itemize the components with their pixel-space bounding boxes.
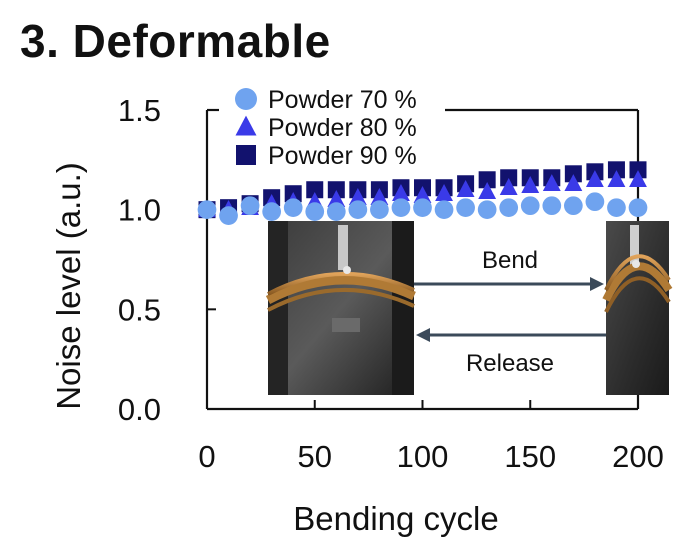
axis-tick-labels: 0 50 100 150 200 0.0 0.5 1.0 1.5 [118, 93, 664, 474]
data-point [499, 198, 519, 218]
data-point [478, 182, 497, 199]
y-tick-label: 1.5 [118, 93, 161, 128]
release-arrow [416, 328, 606, 342]
data-points [197, 161, 648, 225]
legend-marker-square [236, 145, 256, 165]
data-point [478, 171, 496, 189]
data-point [434, 200, 454, 220]
data-point [564, 165, 582, 183]
legend-marker-circle [235, 88, 257, 110]
data-point [542, 174, 561, 192]
data-point [564, 174, 583, 192]
data-point [348, 188, 367, 205]
data-point [240, 196, 260, 216]
x-axis-title: Bending cycle [293, 500, 498, 537]
axis-ticks [206, 109, 639, 410]
data-point [197, 200, 217, 220]
data-point [500, 169, 518, 187]
page-title: 3. Deformable [20, 15, 331, 67]
data-point [370, 188, 389, 205]
data-point [327, 190, 346, 207]
data-point [607, 170, 626, 188]
legend-label: Powder 70 % [268, 86, 417, 114]
data-point [629, 161, 647, 179]
y-tick-label: 0.5 [118, 292, 161, 327]
data-point [585, 192, 605, 212]
data-point [629, 170, 647, 188]
data-point [370, 200, 389, 220]
data-point [456, 198, 475, 218]
data-point [283, 198, 303, 218]
data-point [306, 181, 324, 199]
data-point [413, 186, 432, 203]
data-point [456, 180, 475, 198]
bend-label: Bend [482, 247, 538, 274]
y-axis-title: Noise level (a.u.) [50, 162, 87, 410]
data-point [585, 170, 604, 188]
data-point [628, 198, 648, 218]
data-point [607, 161, 625, 179]
data-point [435, 184, 453, 201]
data-point [305, 202, 325, 222]
bent-sample-photo [602, 221, 673, 395]
data-point [520, 196, 540, 216]
data-point [327, 181, 345, 199]
data-point [477, 200, 497, 220]
data-point [413, 198, 432, 218]
legend: Powder 70 %Powder 80 %Powder 90 % [235, 86, 417, 170]
bend-arrow [414, 277, 604, 291]
data-point [219, 206, 238, 225]
data-point [499, 178, 518, 196]
x-tick-label: 50 [298, 439, 332, 474]
y-tick-label: 1.0 [118, 193, 161, 228]
legend-marker-triangle [235, 115, 257, 136]
data-point [262, 202, 281, 222]
data-point [326, 202, 346, 222]
release-label: Release [466, 350, 554, 377]
data-point [564, 196, 583, 216]
data-point [607, 198, 626, 218]
legend-label: Powder 90 % [268, 142, 417, 170]
data-point [521, 176, 540, 194]
data-point [392, 184, 410, 201]
y-tick-label: 0.0 [118, 392, 161, 427]
x-tick-label: 0 [198, 439, 215, 474]
x-tick-label: 100 [397, 439, 449, 474]
x-tick-label: 200 [612, 439, 664, 474]
data-point [348, 200, 368, 220]
x-tick-label: 150 [504, 439, 556, 474]
bending-photo-inset: Bend Release [265, 221, 673, 395]
data-point [391, 198, 411, 218]
data-point [542, 196, 562, 216]
series-square-points [198, 161, 647, 219]
legend-label: Powder 80 % [268, 114, 417, 142]
flat-sample-photo [265, 221, 416, 395]
series-circle-points [197, 192, 648, 225]
